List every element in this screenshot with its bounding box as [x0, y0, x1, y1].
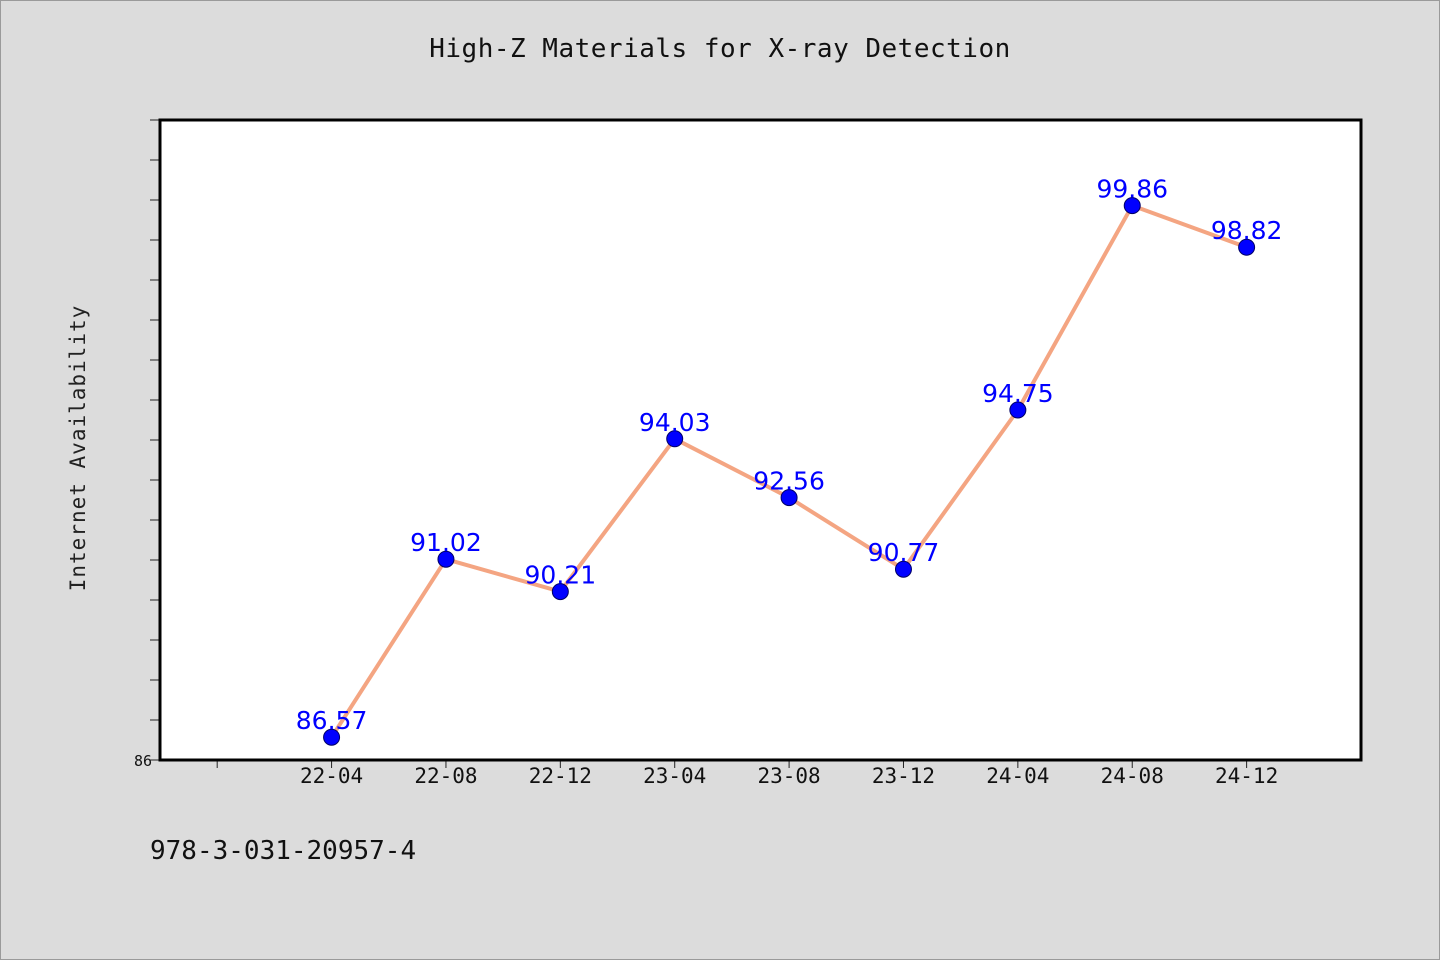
x-tick-label: 22-12	[529, 764, 592, 788]
y-tick-label: 86	[134, 752, 152, 770]
data-label: 90.21	[525, 561, 597, 590]
chart-title: High-Z Materials for X-ray Detection	[429, 34, 1011, 64]
data-point	[1009, 401, 1027, 419]
footer-identifier: 978-3-031-20957-4	[150, 836, 417, 866]
x-tick-label: 23-04	[643, 764, 706, 788]
data-label: 98.82	[1211, 216, 1283, 245]
x-tick-label: 24-12	[1215, 764, 1278, 788]
data-point	[894, 560, 912, 578]
x-tick-label: 22-08	[414, 764, 477, 788]
data-point	[437, 550, 455, 568]
plot-area	[160, 120, 1361, 760]
data-point	[666, 430, 684, 448]
data-label: 91.02	[410, 528, 482, 557]
data-label: 86.57	[296, 706, 368, 735]
x-tick-label: 24-08	[1101, 764, 1164, 788]
x-tick-label: 24-04	[986, 764, 1049, 788]
data-label: 90.77	[868, 538, 940, 567]
data-point	[1238, 238, 1256, 256]
data-point	[323, 728, 341, 746]
data-label: 94.75	[982, 379, 1054, 408]
x-tick-label: 23-12	[872, 764, 935, 788]
data-point	[780, 489, 798, 507]
x-tick-label: 23-08	[757, 764, 820, 788]
x-tick-label: 22-04	[300, 764, 363, 788]
data-label: 92.56	[753, 467, 825, 496]
data-label: 94.03	[639, 408, 711, 437]
data-label: 99.86	[1096, 175, 1168, 204]
data-point	[1123, 197, 1141, 215]
data-point	[551, 583, 569, 601]
plot-frame	[158, 118, 1363, 762]
